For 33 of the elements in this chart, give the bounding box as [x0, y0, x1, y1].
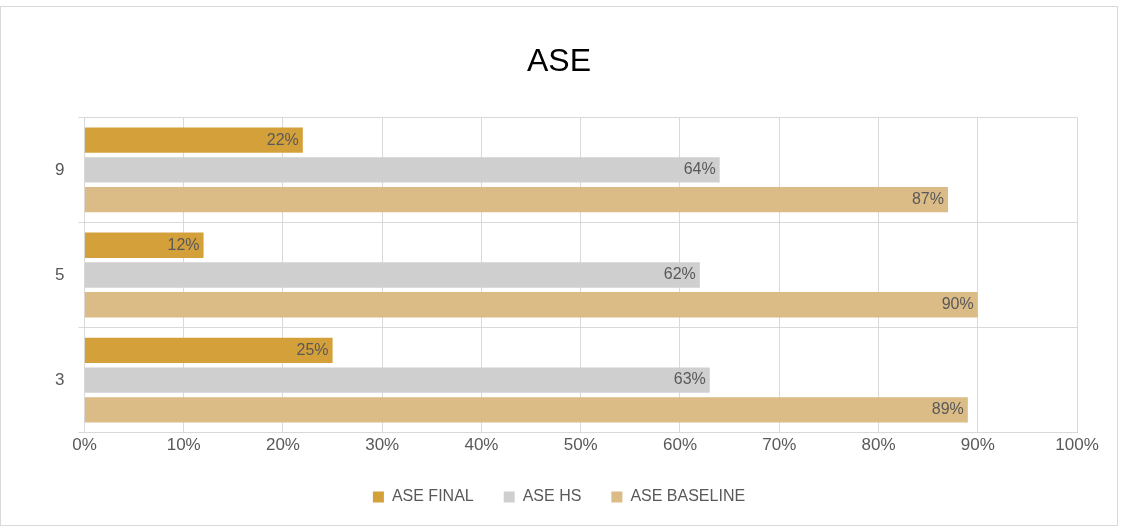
bar — [84, 127, 303, 153]
data-label: 63% — [673, 370, 706, 388]
x-tick-label: 60% — [662, 435, 697, 455]
x-tick-label: 40% — [464, 435, 499, 455]
data-label: 89% — [931, 400, 964, 418]
x-tick-label: 100% — [1055, 435, 1099, 455]
y-tick-label: 3 — [54, 369, 65, 389]
data-label: 12% — [167, 235, 200, 253]
data-label: 64% — [683, 160, 716, 178]
x-tick-label: 90% — [960, 435, 995, 455]
chart-title: ASE — [526, 42, 592, 79]
x-tick-label: 50% — [563, 435, 598, 455]
data-label: 22% — [266, 130, 299, 148]
legend-label: ASE FINAL — [391, 487, 474, 505]
x-tick-label: 70% — [762, 435, 797, 455]
x-tick-label: 0% — [72, 435, 97, 455]
legend-label: ASE BASELINE — [630, 487, 746, 505]
y-tick-label: 9 — [54, 159, 65, 179]
y-tick-label: 5 — [54, 264, 65, 284]
x-tick-label: 30% — [365, 435, 400, 455]
data-label: 90% — [941, 295, 974, 313]
x-tick-label: 10% — [166, 435, 201, 455]
x-tick-label: 80% — [861, 435, 896, 455]
bar — [84, 337, 333, 363]
data-label: 87% — [911, 190, 944, 208]
x-tick-label: 20% — [265, 435, 300, 455]
bar — [84, 292, 978, 318]
legend-label: ASE HS — [522, 487, 582, 505]
data-label: 62% — [663, 265, 696, 283]
bar — [84, 187, 948, 213]
bar — [84, 397, 968, 423]
bar — [84, 232, 204, 258]
data-label: 25% — [296, 340, 329, 358]
